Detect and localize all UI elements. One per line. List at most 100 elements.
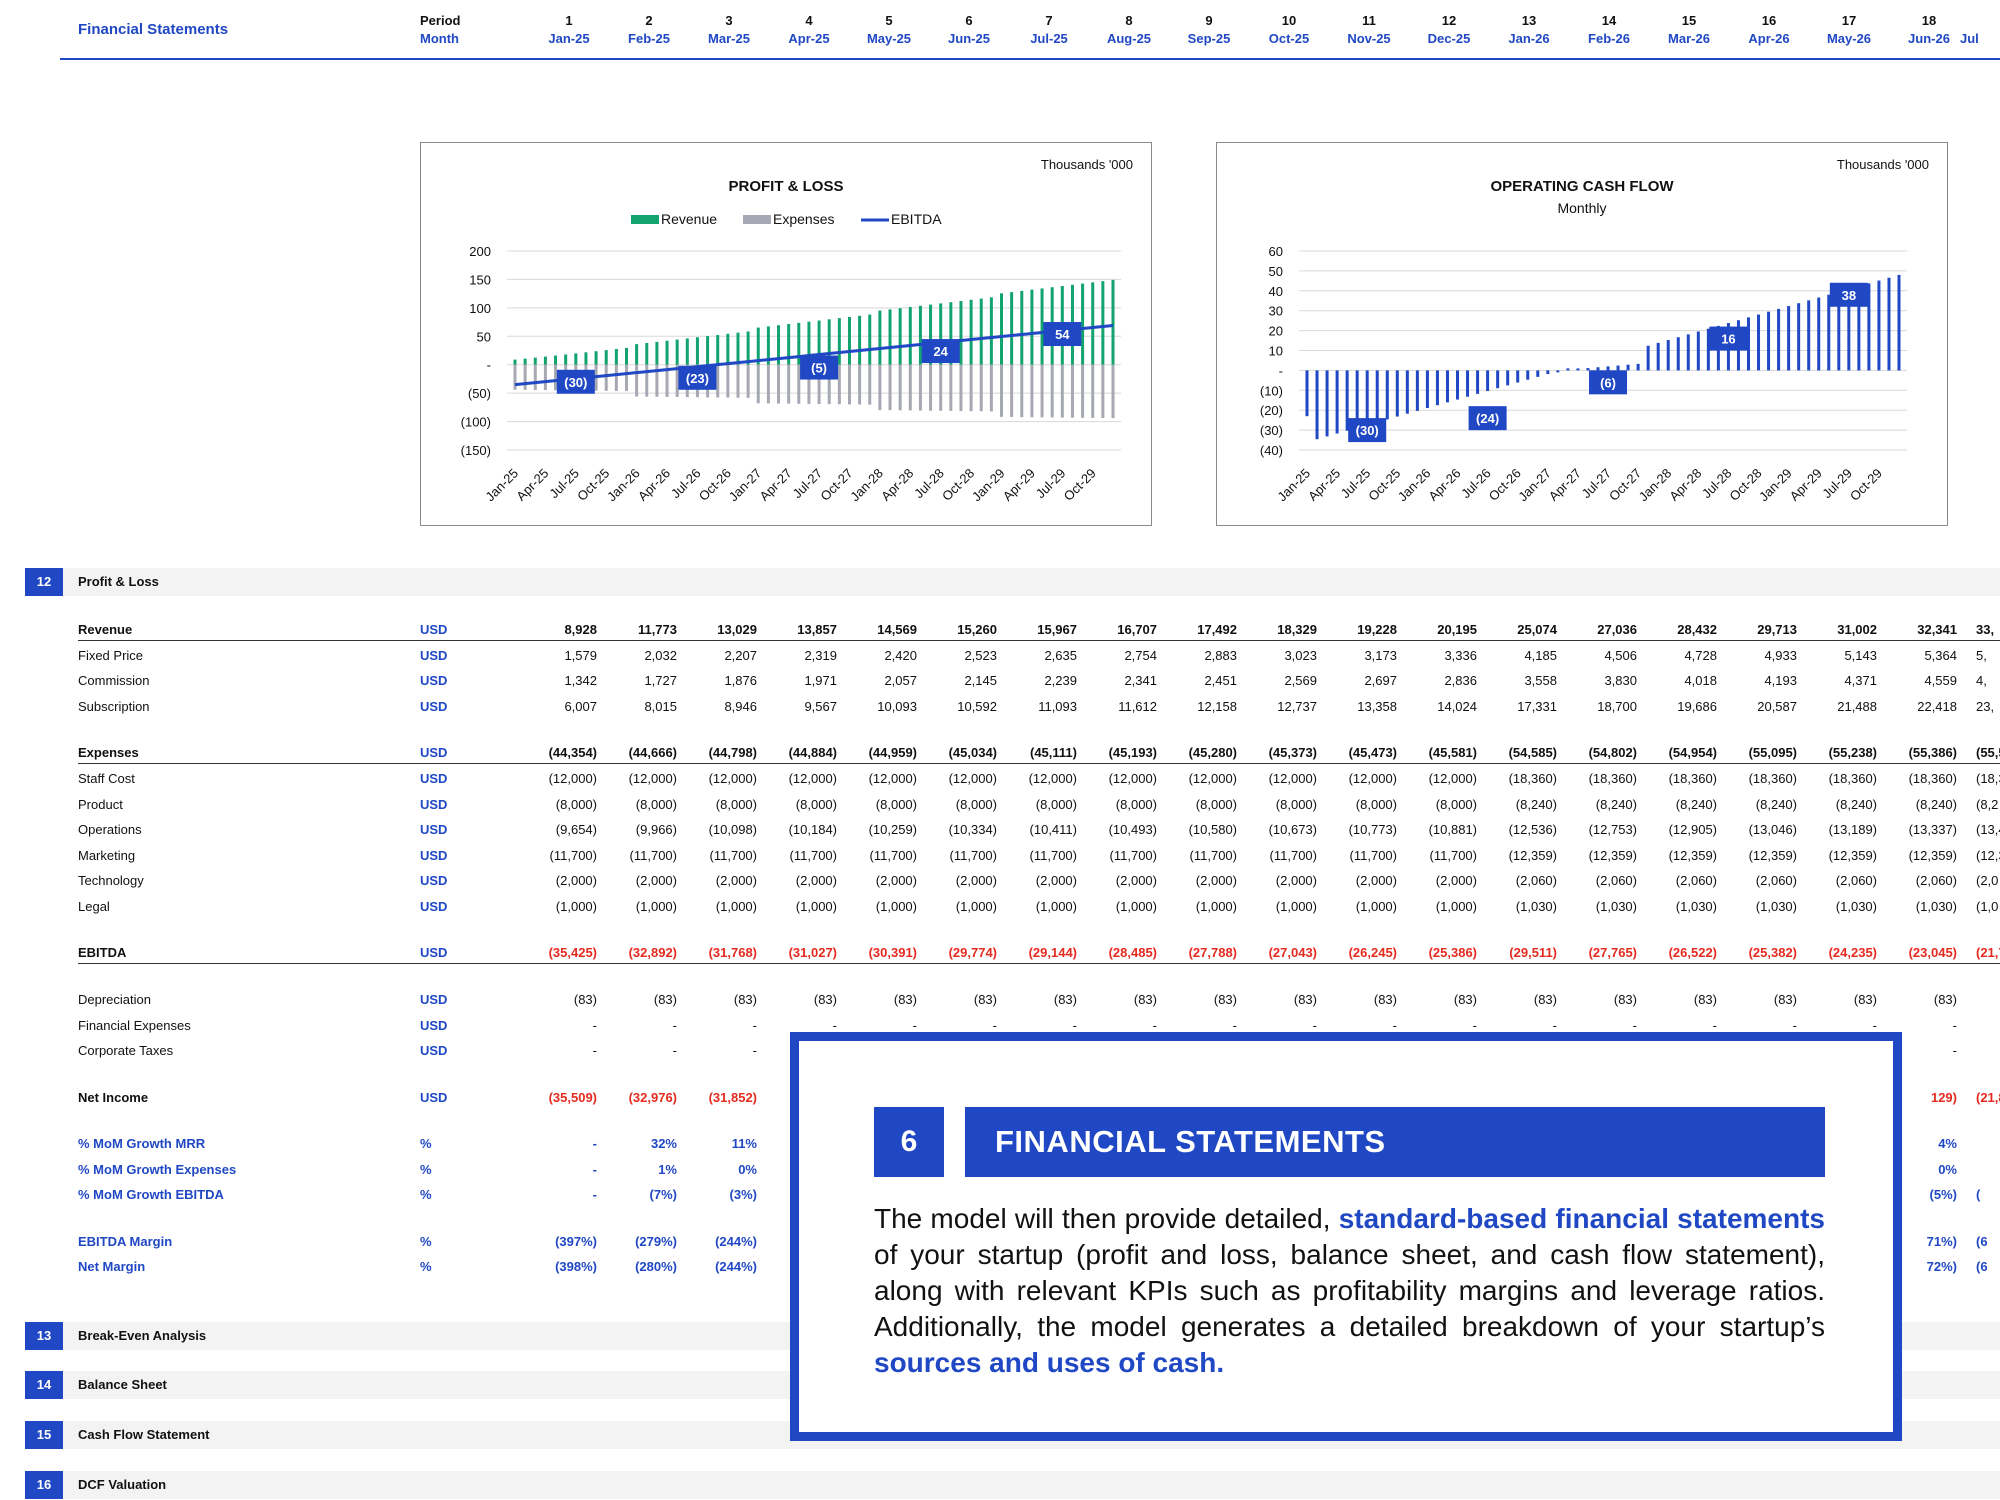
table-cell[interactable]: (18,3: [1976, 771, 2000, 786]
table-cell[interactable]: (45,111): [1030, 745, 1077, 760]
table-cell[interactable]: (10,411): [1029, 822, 1077, 837]
table-cell[interactable]: (83): [1453, 992, 1477, 1007]
table-cell[interactable]: (44,666): [628, 745, 677, 760]
table-cell[interactable]: (10,773): [1348, 822, 1397, 837]
section-number[interactable]: 13: [25, 1322, 63, 1350]
table-cell[interactable]: 18,700: [1597, 699, 1637, 714]
table-cell[interactable]: 2,319: [804, 648, 837, 663]
table-cell[interactable]: (12,000): [1188, 771, 1237, 786]
table-cell[interactable]: (55,095): [1748, 745, 1797, 760]
table-cell[interactable]: (244%): [715, 1234, 757, 1249]
table-cell[interactable]: (1,000): [1355, 899, 1397, 914]
table-cell[interactable]: (12,359): [1588, 848, 1637, 863]
table-cell[interactable]: -: [1072, 1018, 1077, 1033]
table-cell[interactable]: 2,239: [1044, 673, 1077, 688]
table-cell[interactable]: (2,000): [1355, 873, 1397, 888]
table-cell[interactable]: 2,754: [1124, 648, 1157, 663]
table-cell[interactable]: 28,432: [1677, 622, 1717, 637]
table-cell[interactable]: 2,032: [644, 648, 677, 663]
table-cell[interactable]: (9,966): [635, 822, 677, 837]
table-cell[interactable]: (44,959): [868, 745, 917, 760]
table-cell[interactable]: (10,098): [708, 822, 757, 837]
table-cell[interactable]: (2,000): [795, 873, 837, 888]
table-cell[interactable]: (12,536): [1508, 822, 1557, 837]
table-cell[interactable]: (27,043): [1268, 945, 1317, 960]
table-cell[interactable]: 8,015: [644, 699, 677, 714]
table-cell[interactable]: 3,830: [1604, 673, 1637, 688]
table-cell[interactable]: (2,0: [1976, 873, 1999, 888]
table-cell[interactable]: (83): [1533, 992, 1557, 1007]
table-cell[interactable]: -: [1712, 1018, 1717, 1033]
table-cell[interactable]: (44,884): [788, 745, 837, 760]
table-cell[interactable]: 32,341: [1917, 622, 1957, 637]
table-cell[interactable]: (11,700): [549, 848, 597, 863]
table-cell[interactable]: (397%): [555, 1234, 597, 1249]
table-cell[interactable]: (31,852): [708, 1090, 757, 1105]
table-cell[interactable]: (8,000): [875, 797, 917, 812]
table-cell[interactable]: (1,0: [1976, 899, 1999, 914]
section-number[interactable]: 12: [25, 568, 63, 596]
table-cell[interactable]: 6,007: [564, 699, 597, 714]
table-cell[interactable]: (12,359): [1668, 848, 1717, 863]
table-cell[interactable]: 16,707: [1117, 622, 1157, 637]
table-cell[interactable]: -: [1952, 1018, 1957, 1033]
table-cell[interactable]: 19,686: [1677, 699, 1717, 714]
table-cell[interactable]: (10,493): [1108, 822, 1157, 837]
table-cell[interactable]: (11,700): [789, 848, 837, 863]
table-cell[interactable]: (83): [893, 992, 917, 1007]
table-cell[interactable]: (11,700): [709, 848, 757, 863]
table-cell[interactable]: 13,029: [717, 622, 757, 637]
table-cell[interactable]: (11,700): [1429, 848, 1477, 863]
table-cell[interactable]: (13,337): [1908, 822, 1957, 837]
table-cell[interactable]: (12,000): [548, 771, 597, 786]
section-title-balance-sheet[interactable]: Balance Sheet: [78, 1377, 167, 1392]
table-cell[interactable]: (8,240): [1835, 797, 1877, 812]
table-cell[interactable]: (13,4: [1976, 822, 2000, 837]
table-cell[interactable]: -: [1152, 1018, 1157, 1033]
table-cell[interactable]: -: [1952, 1043, 1957, 1058]
table-cell[interactable]: 1,342: [564, 673, 597, 688]
table-cell[interactable]: 3,173: [1364, 648, 1397, 663]
table-cell[interactable]: (26,522): [1668, 945, 1717, 960]
table-cell[interactable]: 4%: [1938, 1136, 1957, 1151]
table-cell[interactable]: (83): [1693, 992, 1717, 1007]
table-cell[interactable]: 2,451: [1204, 673, 1237, 688]
table-cell[interactable]: 20,587: [1757, 699, 1797, 714]
table-cell[interactable]: (18,360): [1828, 771, 1877, 786]
table-cell[interactable]: (27,788): [1188, 945, 1237, 960]
table-cell[interactable]: (10,673): [1268, 822, 1317, 837]
table-cell[interactable]: -: [1472, 1018, 1477, 1033]
table-cell[interactable]: (54,954): [1668, 745, 1717, 760]
table-cell[interactable]: -: [1632, 1018, 1637, 1033]
table-cell[interactable]: (3%): [729, 1187, 757, 1202]
table-cell[interactable]: (83): [1773, 992, 1797, 1007]
table-cell[interactable]: (1,000): [1115, 899, 1157, 914]
table-cell[interactable]: 1,876: [724, 673, 757, 688]
table-cell[interactable]: (55,386): [1908, 745, 1957, 760]
table-cell[interactable]: (12,000): [868, 771, 917, 786]
table-cell[interactable]: 4,018: [1684, 673, 1717, 688]
table-cell[interactable]: (1,030): [1915, 899, 1957, 914]
table-cell[interactable]: 11,612: [1118, 699, 1157, 714]
table-cell[interactable]: 21,488: [1837, 699, 1877, 714]
table-cell[interactable]: (12,000): [708, 771, 757, 786]
section-title-break-even[interactable]: Break-Even Analysis: [78, 1328, 207, 1343]
table-cell[interactable]: -: [672, 1018, 677, 1033]
table-cell[interactable]: (8,000): [1115, 797, 1157, 812]
table-cell[interactable]: (1,000): [1275, 899, 1317, 914]
table-cell[interactable]: (35,425): [548, 945, 597, 960]
table-cell[interactable]: (30,391): [868, 945, 917, 960]
table-cell[interactable]: (2,060): [1515, 873, 1557, 888]
table-cell[interactable]: (31,768): [708, 945, 757, 960]
table-cell[interactable]: (8,2: [1976, 797, 1999, 812]
table-cell[interactable]: 19,228: [1357, 622, 1397, 637]
table-cell[interactable]: 2,420: [884, 648, 917, 663]
table-cell[interactable]: 18,329: [1277, 622, 1317, 637]
table-cell[interactable]: (8,240): [1915, 797, 1957, 812]
table-cell[interactable]: (1,000): [955, 899, 997, 914]
section-title-profit-loss[interactable]: Profit & Loss: [78, 574, 159, 589]
table-cell[interactable]: 8,946: [724, 699, 757, 714]
table-cell[interactable]: (83): [1133, 992, 1157, 1007]
table-cell[interactable]: (83): [1293, 992, 1317, 1007]
table-cell[interactable]: 2,569: [1284, 673, 1317, 688]
